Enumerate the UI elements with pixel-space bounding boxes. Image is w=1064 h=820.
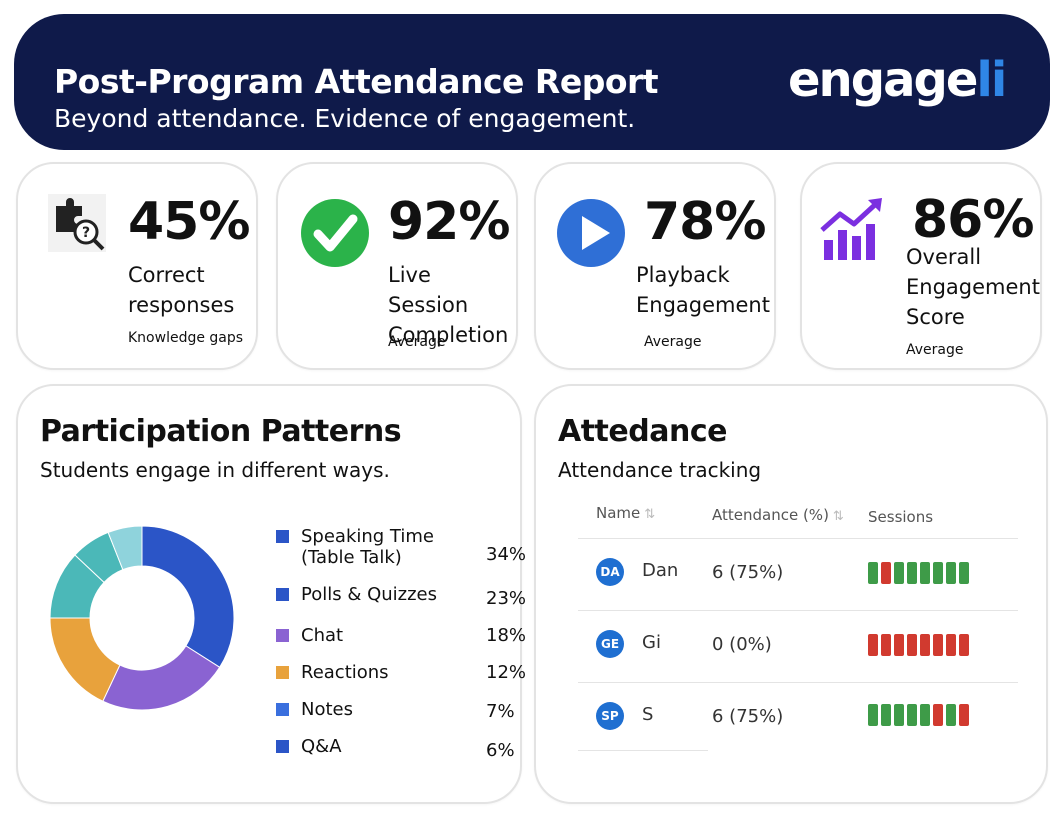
session-indicator <box>959 634 969 656</box>
legend-percent: 6% <box>486 740 515 761</box>
session-bar <box>868 634 969 656</box>
session-indicator <box>894 704 904 726</box>
avatar: DA <box>596 558 624 586</box>
session-indicator <box>959 562 969 584</box>
puzzle-question-icon: ? <box>48 194 106 252</box>
session-indicator <box>894 562 904 584</box>
session-indicator <box>868 562 878 584</box>
stat-card-overall-engagement: 86% Overall Engagement Score Average <box>800 162 1042 370</box>
donut-slice <box>141 525 235 668</box>
student-name[interactable]: Gi <box>642 632 661 653</box>
session-bar <box>868 704 969 726</box>
stat-label: Overall Engagement Score <box>906 245 1040 329</box>
participation-donut-chart <box>49 525 235 711</box>
stat-label: Correct responses <box>128 263 235 317</box>
engageli-logo: engageli <box>788 52 1007 108</box>
divider <box>578 750 708 751</box>
legend-swatch <box>276 588 289 601</box>
session-indicator <box>946 704 956 726</box>
check-circle-icon <box>301 199 369 267</box>
section-title: Attedance <box>558 414 727 449</box>
page-title: Post-Program Attendance Report <box>54 62 659 101</box>
legend-percent: 23% <box>486 588 527 609</box>
session-indicator <box>868 634 878 656</box>
session-indicator <box>868 704 878 726</box>
session-indicator <box>920 562 930 584</box>
divider <box>578 610 1018 611</box>
session-indicator <box>933 562 943 584</box>
legend-percent: 12% <box>486 662 527 683</box>
session-indicator <box>920 704 930 726</box>
session-indicator <box>881 634 891 656</box>
stat-label: Live Session Completion <box>388 263 509 347</box>
column-header-sessions: Sessions <box>868 508 934 526</box>
stat-value: 45% <box>128 192 250 252</box>
session-indicator <box>920 634 930 656</box>
stat-sub: Knowledge gaps <box>128 330 244 346</box>
legend-percent: 18% <box>486 625 527 646</box>
donut-slice <box>107 525 143 571</box>
stat-sub: Average <box>388 334 446 350</box>
stat-value: 86% <box>912 190 1034 250</box>
legend-swatch <box>276 666 289 679</box>
sort-icon[interactable]: ⇅ <box>832 509 844 524</box>
session-indicator <box>894 634 904 656</box>
legend-swatch <box>276 703 289 716</box>
student-name[interactable]: S <box>642 704 654 725</box>
legend-percent: 34% <box>486 544 527 565</box>
attendance-value: 0 (0%) <box>712 634 772 655</box>
attendance-value: 6 (75%) <box>712 562 784 583</box>
session-indicator <box>881 704 891 726</box>
legend-percent: 7% <box>486 701 515 722</box>
svg-text:?: ? <box>82 225 90 241</box>
session-indicator <box>907 562 917 584</box>
divider <box>578 682 1018 683</box>
session-indicator <box>933 634 943 656</box>
session-bar <box>868 562 969 584</box>
attendance-value: 6 (75%) <box>712 706 784 727</box>
attendance-card: Attedance Attendance tracking Name ⇅ Atte… <box>534 384 1048 804</box>
stat-sub: Average <box>906 342 964 358</box>
stat-value: 78% <box>644 192 766 252</box>
session-indicator <box>946 562 956 584</box>
section-subtitle: Attendance tracking <box>558 458 762 482</box>
page-subtitle: Beyond attendance. Evidence of engagemen… <box>54 104 636 133</box>
trending-chart-icon <box>820 198 882 260</box>
sort-icon[interactable]: ⇅ <box>644 507 656 522</box>
avatar: SP <box>596 702 624 730</box>
session-indicator <box>933 704 943 726</box>
section-subtitle: Students engage in different ways. <box>40 458 390 482</box>
stat-sub: Average <box>644 334 702 350</box>
stat-card-correct-responses: ? 45% Correct responses Knowledge gaps <box>16 162 258 370</box>
session-indicator <box>959 704 969 726</box>
section-title: Participation Patterns <box>40 414 402 449</box>
participation-card: Participation Patterns Students engage i… <box>16 384 526 804</box>
legend-swatch <box>276 740 289 753</box>
report-header: Post-Program Attendance Report Beyond at… <box>14 14 1050 150</box>
legend-swatch <box>276 530 289 543</box>
stat-value: 92% <box>388 192 510 252</box>
student-name[interactable]: Dan <box>642 560 679 581</box>
divider <box>578 538 1018 539</box>
play-circle-icon <box>557 199 625 267</box>
column-header-name[interactable]: Name ⇅ <box>596 504 656 522</box>
legend-swatch <box>276 629 289 642</box>
stat-card-live-session: 92% Live Session Completion Average <box>276 162 518 370</box>
session-indicator <box>907 634 917 656</box>
stat-label: Playback Engagement <box>636 263 770 317</box>
stat-card-playback: 78% Playback Engagement Average <box>534 162 776 370</box>
session-indicator <box>907 704 917 726</box>
column-header-attendance[interactable]: Attendance (%) ⇅ <box>712 506 844 524</box>
session-indicator <box>946 634 956 656</box>
avatar: GE <box>596 630 624 658</box>
session-indicator <box>881 562 891 584</box>
